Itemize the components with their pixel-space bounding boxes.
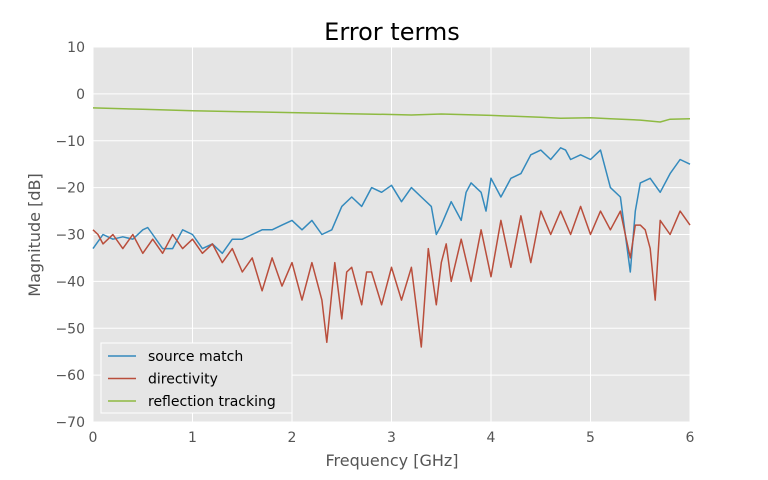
chart-title: Error terms xyxy=(324,18,460,46)
y-axis-label: Magnitude [dB] xyxy=(25,173,44,296)
x-tick-label: 2 xyxy=(288,430,297,446)
legend-label-reflection-tracking: reflection tracking xyxy=(148,394,276,410)
y-tick-label: −70 xyxy=(55,415,85,431)
grid xyxy=(92,46,691,423)
series-line-reflection-tracking xyxy=(92,107,691,123)
y-axis-ticks: 10 0 −10 −20 −30 −40 −50 −60 −70 xyxy=(55,40,85,431)
legend-label-source-match: source match xyxy=(148,349,243,365)
x-tick-label: 1 xyxy=(188,430,197,446)
x-tick-label: 6 xyxy=(686,430,695,446)
y-tick-label: −60 xyxy=(55,368,85,384)
series-layer xyxy=(92,107,691,348)
x-tick-label: 5 xyxy=(586,430,595,446)
y-tick-label: 10 xyxy=(67,40,85,56)
x-tick-label: 0 xyxy=(89,430,98,446)
series-line-source-match xyxy=(92,147,691,273)
y-tick-label: −20 xyxy=(55,181,85,197)
legend-label-directivity: directivity xyxy=(148,372,218,388)
y-tick-label: −40 xyxy=(55,274,85,290)
x-tick-label: 3 xyxy=(387,430,396,446)
y-tick-label: −30 xyxy=(55,228,85,244)
x-tick-label: 4 xyxy=(487,430,496,446)
y-tick-label: −10 xyxy=(55,134,85,150)
x-axis-label: Frequency [GHz] xyxy=(325,451,458,470)
y-tick-label: −50 xyxy=(55,321,85,337)
x-axis-ticks: 0 1 2 3 4 5 6 xyxy=(89,430,695,446)
series-line-directivity xyxy=(92,205,691,348)
legend: source match directivity reflection tracki… xyxy=(100,342,293,414)
y-tick-label: 0 xyxy=(76,87,85,103)
